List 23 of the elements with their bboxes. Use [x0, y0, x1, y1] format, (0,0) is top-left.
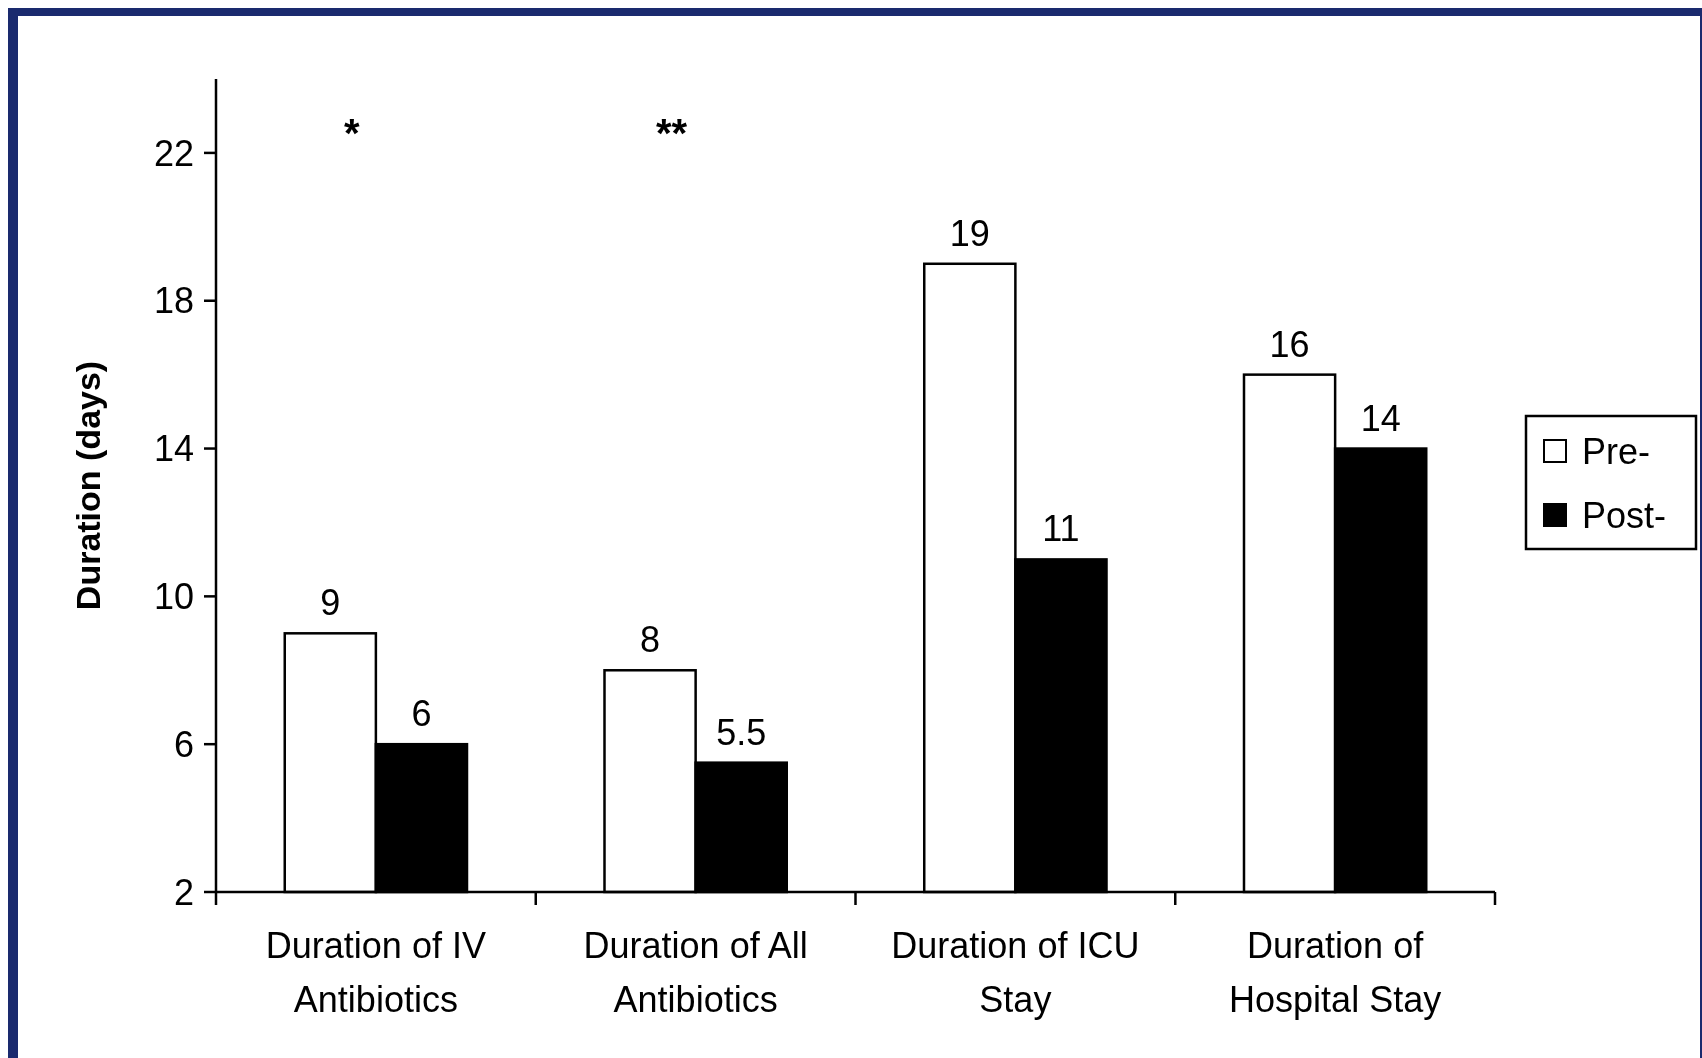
annotation: *: [344, 111, 361, 155]
data-label: 8: [640, 619, 661, 661]
x-tick-label: Duration of Hospital Stay: [1229, 925, 1442, 1020]
data-label: 5.5: [716, 711, 767, 753]
x-tick-label: Duration of ICU Stay: [891, 925, 1140, 1020]
annotation: **: [656, 111, 688, 155]
y-tick-label: 18: [153, 280, 194, 322]
y-tick-label: 22: [153, 132, 194, 174]
y-axis-title: Duration (days): [69, 360, 107, 611]
legend-label: Post-: [1582, 494, 1667, 536]
x-tick-label: Duration of All Antibiotics: [583, 925, 808, 1020]
data-label: 19: [949, 212, 990, 254]
data-label: 11: [1042, 508, 1080, 550]
data-label: 14: [1360, 397, 1401, 439]
y-tick-label: 10: [153, 575, 194, 617]
data-label: 9: [320, 582, 341, 624]
data-label: 6: [411, 693, 432, 735]
y-tick-label: 14: [153, 428, 194, 470]
data-label: 16: [1269, 323, 1310, 365]
legend-label: Pre-: [1582, 430, 1651, 472]
y-tick-label: 6: [173, 723, 194, 765]
y-tick-label: 2: [173, 871, 194, 913]
x-tick-label: Duration of IV Antibiotics: [265, 925, 486, 1020]
